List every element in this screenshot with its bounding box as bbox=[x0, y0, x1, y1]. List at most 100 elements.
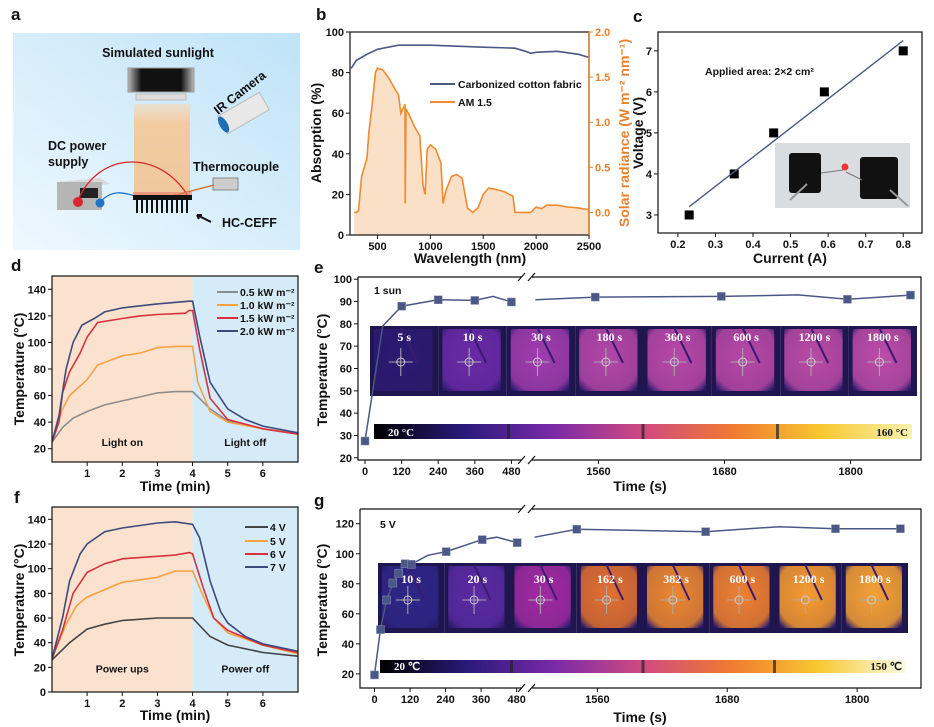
thermocouple-wire-trace bbox=[473, 564, 492, 601]
y-tick-label: 100 bbox=[28, 337, 46, 349]
data-point bbox=[433, 295, 443, 305]
y-tick-label: 20 bbox=[332, 189, 344, 201]
data-point bbox=[898, 46, 908, 56]
thermal-image bbox=[510, 329, 570, 391]
x-tick-label: 5 bbox=[225, 698, 231, 710]
c-y-axis-title: Voltage (V) bbox=[630, 97, 646, 169]
thermal-frame: 10 s bbox=[378, 563, 445, 633]
thermocouple-wire-trace bbox=[604, 327, 624, 364]
y-tick-label: 40 bbox=[342, 639, 354, 651]
data-point bbox=[769, 128, 779, 138]
data-point bbox=[478, 535, 487, 544]
y-tick-label: 80 bbox=[340, 319, 352, 331]
y-tick-label: 90 bbox=[340, 297, 352, 309]
x-tick-label: 5 bbox=[225, 468, 231, 480]
thermal-frame: 162 s bbox=[576, 563, 643, 633]
frame-time-label: 1800 s bbox=[867, 330, 899, 344]
crosshair-icon bbox=[528, 586, 553, 614]
y-tick-label: 50 bbox=[340, 386, 352, 398]
thermocouple-wire-trace bbox=[406, 564, 426, 601]
x-tick-label: 0.7 bbox=[858, 239, 873, 251]
probe-left bbox=[789, 183, 808, 201]
region-label: Light off bbox=[224, 437, 266, 449]
sunlight-label: Simulated sunlight bbox=[102, 46, 215, 60]
series-line-segment-2 bbox=[535, 294, 911, 301]
series-line-1 bbox=[52, 345, 298, 443]
lamp-lens-icon bbox=[135, 93, 187, 101]
crosshair-icon bbox=[730, 348, 755, 376]
y2-tick-label: 1.5 bbox=[595, 72, 610, 84]
e-y-axis-title: Temperature (°C) bbox=[314, 314, 330, 427]
series-line-3 bbox=[52, 300, 298, 443]
series-line-1 bbox=[354, 67, 589, 214]
x-tick-label: 240 bbox=[429, 466, 447, 478]
y-tick-label: 5 bbox=[646, 128, 652, 140]
c-x-axis-title: Current (A) bbox=[753, 250, 827, 266]
thermocouple-wire-trace bbox=[539, 564, 558, 601]
x-tick-label: 0.8 bbox=[896, 239, 911, 251]
crosshair-ring-icon bbox=[668, 595, 678, 605]
data-point bbox=[831, 524, 840, 533]
y-tick-label: 30 bbox=[340, 430, 352, 442]
thermocouple-wire-trace bbox=[671, 564, 691, 601]
thermal-frame: 10 s bbox=[438, 326, 507, 396]
crosshair-icon bbox=[799, 348, 824, 376]
y-tick-label: 80 bbox=[342, 579, 354, 591]
thermal-image bbox=[442, 329, 501, 391]
y-tick-label: 60 bbox=[332, 108, 344, 120]
colorbar-min-label: 20 °C bbox=[388, 427, 414, 439]
region-0 bbox=[52, 276, 193, 462]
x-tick-label: 0 bbox=[362, 466, 368, 478]
crosshair-ring-icon bbox=[601, 357, 611, 367]
thermal-frame: 1800 s bbox=[841, 563, 908, 633]
y-tick-label: 60 bbox=[342, 609, 354, 621]
frame-time-label: 1200 s bbox=[799, 330, 831, 344]
data-point bbox=[896, 524, 905, 533]
panel-letter-a: a bbox=[11, 5, 21, 24]
red-wire bbox=[77, 161, 189, 201]
data-point bbox=[382, 595, 391, 605]
arrow-icon bbox=[196, 214, 212, 223]
colorbar-max-label: 160 °C bbox=[876, 427, 908, 439]
y-tick-label: 0 bbox=[40, 687, 46, 699]
thermocouple-wire-trace bbox=[738, 564, 757, 601]
frame-time-label: 1200 s bbox=[793, 572, 825, 586]
thermocouple-wire-trace bbox=[810, 327, 830, 364]
x-tick-label: 6 bbox=[260, 468, 266, 480]
panel-letter-d: d bbox=[11, 256, 21, 275]
y-tick-label: 140 bbox=[28, 514, 46, 526]
series-area-1 bbox=[354, 68, 589, 235]
colorbar-tick bbox=[507, 424, 510, 439]
b-x-axis-title: Wavelength (nm) bbox=[414, 250, 526, 266]
x-tick-label: 0.2 bbox=[670, 239, 685, 251]
crosshair-ring-icon bbox=[469, 595, 479, 605]
data-point bbox=[572, 525, 582, 534]
thermal-frame: 30 s bbox=[510, 563, 577, 633]
colorbar-max-label: 150 ℃ bbox=[870, 661, 902, 673]
ir-camera-icon bbox=[216, 91, 270, 135]
crosshair-ring-icon bbox=[867, 595, 877, 605]
thermal-frame: 382 s bbox=[643, 563, 710, 633]
frame-time-label: 600 s bbox=[730, 572, 756, 586]
y2-tick-label: 0.0 bbox=[595, 207, 610, 219]
thermal-frame: 5 s bbox=[370, 326, 439, 396]
x-tick-label: 1000 bbox=[418, 241, 442, 253]
y-tick-label: 80 bbox=[34, 364, 46, 376]
y-tick-label: 100 bbox=[28, 564, 46, 576]
x-tick-label: 1800 bbox=[838, 466, 862, 478]
y-tick-label: 40 bbox=[332, 149, 344, 161]
x-tick-label: 1560 bbox=[586, 466, 610, 478]
legend-label: 1.5 kW m⁻² bbox=[240, 313, 295, 325]
crosshair-ring-icon bbox=[403, 595, 413, 605]
y-tick-label: 3 bbox=[646, 210, 652, 222]
thermal-image bbox=[374, 329, 433, 391]
frame-time-label: 600 s bbox=[733, 330, 759, 344]
data-point bbox=[397, 301, 406, 311]
x-tick-label: 1500 bbox=[471, 241, 495, 253]
thermal-frame: 600 s bbox=[711, 326, 781, 396]
x-tick-label: 2 bbox=[119, 698, 125, 710]
series-line-0 bbox=[52, 617, 298, 661]
g-y-axis-title: Temperature (°C) bbox=[314, 544, 330, 657]
